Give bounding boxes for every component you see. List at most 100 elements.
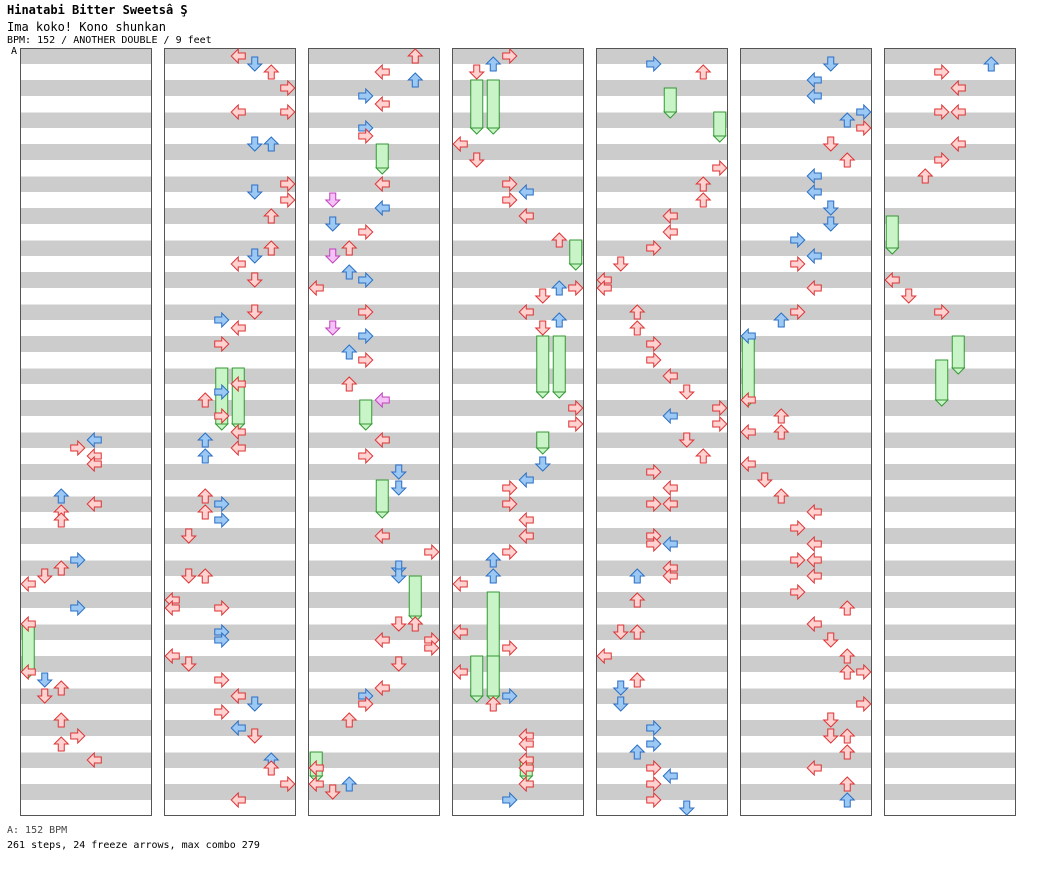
arrow-left-icon: [740, 455, 756, 473]
arrow-left-icon: [86, 447, 102, 465]
song-title: Ima koko! Kono shunkan: [7, 20, 166, 34]
arrow-right-icon: [856, 695, 872, 713]
freeze-arrow: [536, 335, 550, 393]
beat-stripe: [20, 208, 152, 224]
arrow-left-icon: [164, 647, 180, 665]
beat-stripe: [308, 80, 440, 96]
beat-stripe: [20, 464, 152, 480]
arrow-left-icon: [662, 407, 678, 425]
beat-stripe: [452, 80, 584, 96]
arrow-right-icon: [214, 383, 230, 401]
beat-stripe: [740, 688, 872, 704]
arrow-right-icon: [502, 175, 518, 193]
chart-title: Hinatabi Bitter Sweetsâ Ş: [7, 3, 188, 17]
beat-stripe: [20, 400, 152, 416]
arrow-up-icon: [341, 776, 358, 792]
beat-stripe: [596, 784, 728, 800]
freeze-arrow: [486, 79, 500, 129]
beat-stripe: [308, 592, 440, 608]
arrow-left-icon: [230, 255, 246, 273]
arrow-right-icon: [790, 519, 806, 537]
arrow-left-icon: [662, 495, 678, 513]
arrow-down-icon: [180, 528, 197, 544]
beat-stripe: [884, 400, 1016, 416]
arrow-up-icon: [629, 592, 646, 608]
beat-stripe: [308, 176, 440, 192]
arrow-up-icon: [629, 568, 646, 584]
arrow-right-icon: [214, 311, 230, 329]
beat-stripe: [596, 560, 728, 576]
arrow-up-icon: [263, 760, 280, 776]
beat-stripe: [884, 752, 1016, 768]
arrow-left-icon: [662, 367, 678, 385]
arrow-right-icon: [70, 551, 86, 569]
arrow-left-icon: [230, 47, 246, 65]
arrow-right-icon: [502, 543, 518, 561]
arrow-right-icon: [214, 335, 230, 353]
arrow-left-icon: [164, 599, 180, 617]
chart-meta: BPM: 152 / ANOTHER DOUBLE / 9 feet: [7, 35, 212, 46]
arrow-up-icon: [407, 48, 424, 64]
arrow-down-icon: [324, 192, 341, 208]
freeze-tail: [375, 167, 390, 175]
beat-stripe: [596, 112, 728, 128]
arrow-up-icon: [839, 744, 856, 760]
beat-stripe: [596, 656, 728, 672]
arrow-down-icon: [612, 624, 629, 640]
arrow-left-icon: [518, 751, 534, 769]
arrow-right-icon: [70, 439, 86, 457]
arrow-right-icon: [712, 415, 728, 433]
arrow-right-icon: [358, 447, 374, 465]
arrow-right-icon: [358, 327, 374, 345]
arrow-left-icon: [20, 663, 36, 681]
beat-stripe: [884, 240, 1016, 256]
arrow-down-icon: [246, 696, 263, 712]
beat-stripe: [20, 336, 152, 352]
beat-stripe: [164, 752, 296, 768]
arrow-left-icon: [662, 535, 678, 553]
beat-stripe: [740, 48, 872, 64]
beat-stripe: [596, 432, 728, 448]
freeze-tail: [469, 127, 484, 135]
arrow-right-icon: [358, 351, 374, 369]
arrow-left-icon: [806, 615, 822, 633]
arrow-left-icon: [806, 167, 822, 185]
freeze-tail: [663, 111, 678, 119]
beat-stripe: [740, 208, 872, 224]
column-frame: [452, 48, 584, 816]
arrow-up-icon: [341, 240, 358, 256]
arrow-left-icon: [806, 503, 822, 521]
beat-stripe: [596, 272, 728, 288]
arrow-left-icon: [374, 199, 390, 217]
arrow-left-icon: [452, 663, 468, 681]
column-frame: [164, 48, 296, 816]
beat-stripe: [164, 208, 296, 224]
column-frame: [740, 48, 872, 816]
beat-stripe: [164, 144, 296, 160]
arrow-left-icon: [662, 207, 678, 225]
freeze-tail: [486, 127, 501, 135]
beat-stripe: [452, 176, 584, 192]
beat-stripe: [20, 688, 152, 704]
arrow-left-icon: [596, 279, 612, 297]
arrow-down-icon: [324, 320, 341, 336]
arrow-right-icon: [358, 87, 374, 105]
arrow-up-icon: [263, 208, 280, 224]
beat-stripe: [164, 400, 296, 416]
arrow-down-icon: [534, 320, 551, 336]
beat-stripe: [164, 336, 296, 352]
arrow-up-icon: [485, 696, 502, 712]
arrow-up-icon: [629, 304, 646, 320]
beat-stripe: [740, 560, 872, 576]
beat-stripe: [452, 720, 584, 736]
arrow-up-icon: [773, 312, 790, 328]
arrow-right-icon: [646, 495, 662, 513]
arrow-down-icon: [822, 712, 839, 728]
arrow-left-icon: [662, 767, 678, 785]
arrow-left-icon: [86, 495, 102, 513]
beat-stripe: [596, 528, 728, 544]
arrow-down-icon: [900, 288, 917, 304]
arrow-up-icon: [839, 664, 856, 680]
beat-stripe: [308, 752, 440, 768]
